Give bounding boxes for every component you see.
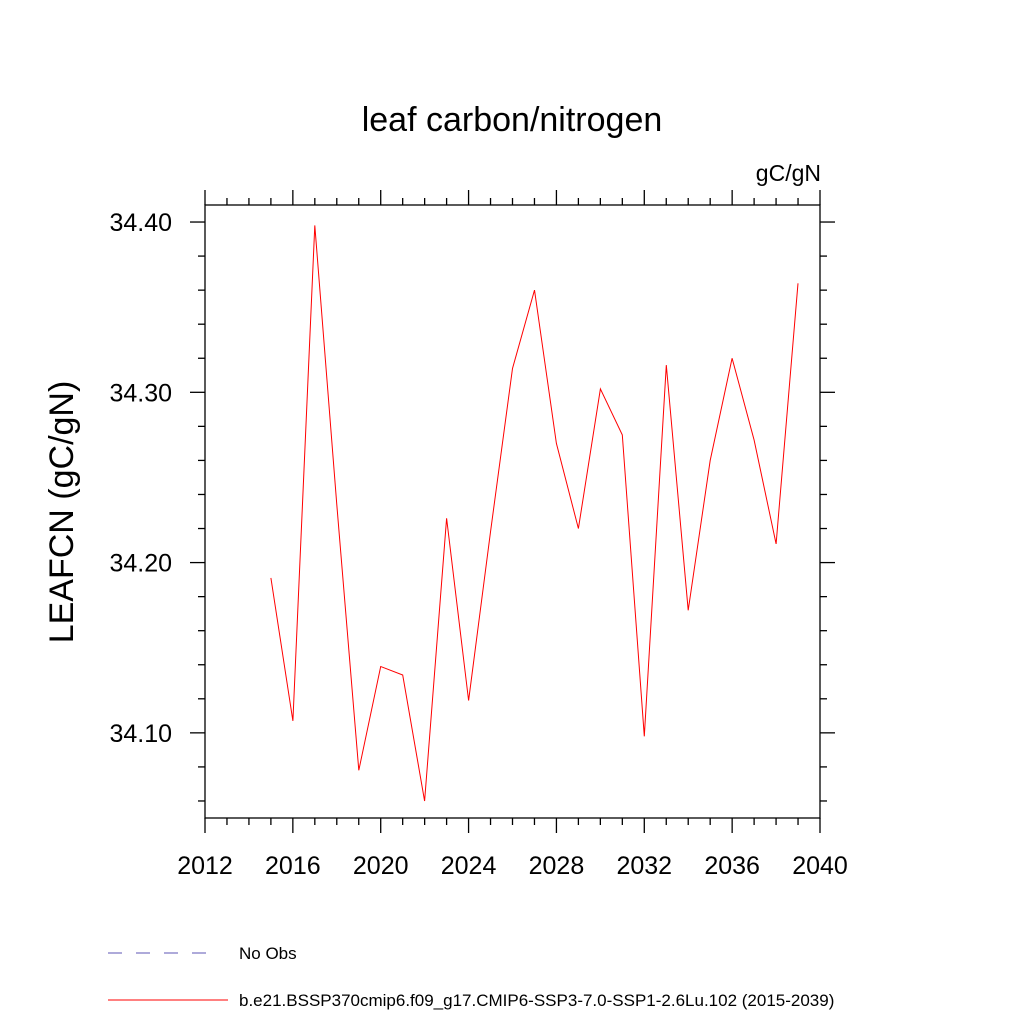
legend-label-no-obs: No Obs	[239, 944, 297, 963]
x-tick-label: 2012	[177, 852, 233, 880]
data-series	[270, 225, 799, 802]
y-axis-label: LEAFCN (gC/gN)	[43, 381, 81, 644]
plot-frame	[204, 204, 821, 819]
y-tick-label: 34.20	[109, 550, 172, 578]
x-tick-label: 2024	[441, 852, 497, 880]
x-tick-label: 2032	[616, 852, 672, 880]
y-tick-label: 34.10	[109, 720, 172, 748]
y-tick-labels: 34.10 34.20 34.30 34.40	[109, 209, 172, 748]
legend-label-model-run: b.e21.BSSP370cmip6.f09_g17.CMIP6-SSP3-7.…	[239, 991, 834, 1010]
units-label: gC/gN	[756, 160, 821, 186]
x-tick-label: 2016	[265, 852, 321, 880]
y-tick-label: 34.30	[109, 379, 172, 407]
y-tick-label: 34.40	[109, 209, 172, 237]
x-tick-labels: 2012 2016 2020 2024 2028 2032 2036 2040	[177, 852, 848, 880]
x-tick-label: 2036	[704, 852, 760, 880]
x-tick-label: 2020	[353, 852, 409, 880]
x-tick-label: 2040	[792, 852, 848, 880]
legend: No Obs b.e21.BSSP370cmip6.f09_g17.CMIP6-…	[108, 944, 834, 1010]
chart-title: leaf carbon/nitrogen	[362, 101, 663, 139]
x-tick-label: 2028	[529, 852, 585, 880]
series-line	[270, 225, 799, 802]
axis-ticks	[190, 190, 835, 833]
